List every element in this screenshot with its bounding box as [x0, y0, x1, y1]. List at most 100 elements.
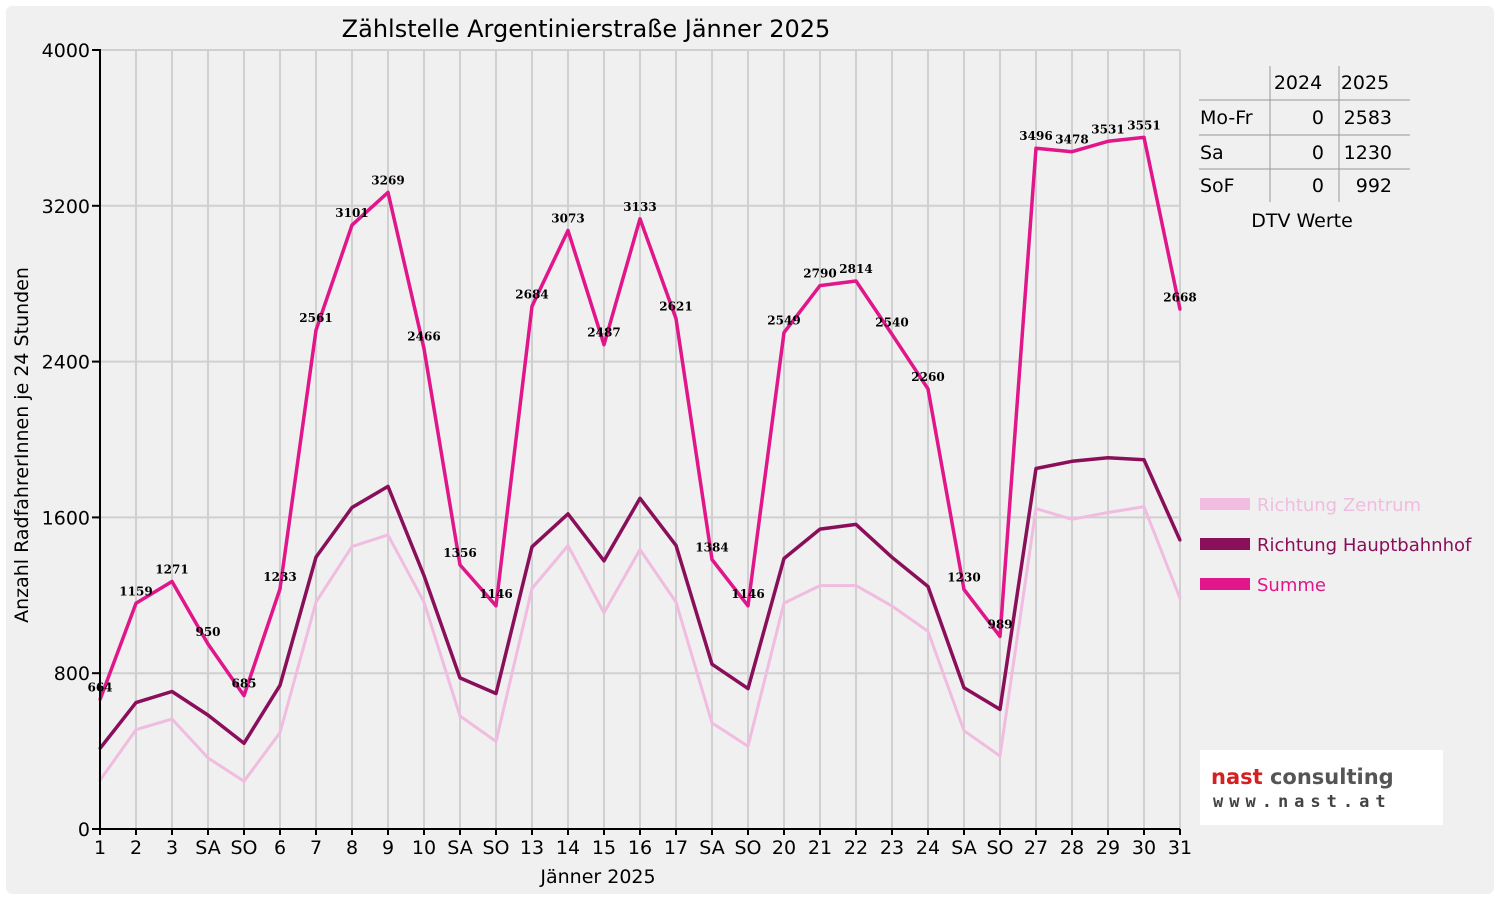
data-point [854, 279, 858, 283]
grid-lines [99, 49, 1181, 830]
data-point [566, 544, 570, 548]
dtv-row-label: SoF [1200, 175, 1235, 197]
data-point [1178, 596, 1182, 600]
data-label: 2814 [839, 262, 872, 276]
x-tick-label: 9 [382, 837, 394, 859]
axes [92, 49, 1181, 835]
data-label: 3551 [1127, 118, 1160, 132]
data-label: 1146 [731, 587, 764, 601]
data-point [602, 343, 606, 347]
data-point [1034, 146, 1038, 150]
data-point [206, 642, 210, 646]
data-point [1034, 467, 1038, 471]
data-point [710, 721, 714, 725]
x-tick-label: SA [447, 837, 472, 859]
data-point [422, 347, 426, 351]
x-tick-label: SO [482, 837, 509, 859]
data-point [278, 683, 282, 687]
x-tick-label: 6 [274, 837, 286, 859]
data-point [242, 741, 246, 745]
x-tick-label: 29 [1096, 837, 1120, 859]
legend-swatch [1200, 578, 1250, 590]
data-label: 2487 [587, 326, 620, 340]
x-tick-label: 17 [664, 837, 688, 859]
line-chart: Zählstelle Argentinierstraße Jänner 2025… [11, 15, 1472, 888]
y-axis-label: Anzahl RadfahrerInnen je 24 Stunden [11, 267, 33, 623]
data-point [134, 701, 138, 705]
x-tick-label: 14 [556, 837, 580, 859]
data-point [278, 731, 282, 735]
data-point [458, 563, 462, 567]
data-label: 2260 [911, 370, 944, 384]
dtv-header-2024: 2024 [1274, 72, 1322, 94]
data-point [602, 611, 606, 615]
data-point [710, 662, 714, 666]
data-point [134, 601, 138, 605]
data-point [962, 729, 966, 733]
data-point [1142, 135, 1146, 139]
x-tick-label: 7 [310, 837, 322, 859]
data-point [746, 744, 750, 748]
dtv-cell: 2583 [1344, 107, 1392, 129]
data-point [782, 601, 786, 605]
data-point [530, 586, 534, 590]
data-point [638, 217, 642, 221]
x-tick-labels: 1 2 3 SA SO 6 7 8 9 10 SA SO 13 14 15 16 17 SA SO 20 21 22 23 2… [94, 837, 1192, 859]
y-tick-label: 1600 [42, 507, 90, 529]
data-point [170, 579, 174, 583]
x-tick-label: 10 [412, 837, 436, 859]
data-point [926, 387, 930, 391]
data-point [1142, 505, 1146, 509]
x-tick-label: 22 [844, 837, 868, 859]
data-point [206, 756, 210, 760]
data-label: 3496 [1019, 129, 1052, 143]
legend: Richtung Zentrum Richtung Hauptbahnhof Sum… [1200, 495, 1472, 596]
data-point [242, 779, 246, 783]
data-point [854, 522, 858, 526]
data-point [890, 604, 894, 608]
data-label: 2466 [407, 330, 440, 344]
data-label: 989 [987, 617, 1012, 631]
data-label: 1146 [479, 587, 512, 601]
data-point [638, 496, 642, 500]
data-point [998, 634, 1002, 638]
data-point [602, 559, 606, 563]
data-point [350, 505, 354, 509]
data-point [1142, 458, 1146, 462]
data-point [998, 754, 1002, 758]
data-label: 685 [231, 677, 256, 691]
data-point [818, 284, 822, 288]
data-point [746, 687, 750, 691]
data-point [782, 556, 786, 560]
data-point [818, 527, 822, 531]
x-tick-label: 31 [1168, 837, 1192, 859]
legend-swatch [1200, 498, 1250, 510]
x-tick-label: 1 [94, 837, 106, 859]
x-tick-label: 3 [166, 837, 178, 859]
dtv-caption: DTV Werte [1251, 210, 1353, 232]
dtv-row-label: Mo-Fr [1200, 107, 1253, 129]
data-point [1106, 139, 1110, 143]
data-point [386, 484, 390, 488]
logo-url: www.nast.at [1213, 792, 1392, 812]
data-point [1178, 538, 1182, 542]
dtv-cell: 0 [1312, 175, 1324, 197]
legend-label: Summe [1257, 575, 1326, 596]
x-tick-label: 23 [880, 837, 904, 859]
y-tick-label: 4000 [42, 40, 90, 62]
x-tick-label: SO [230, 837, 257, 859]
data-label: 1159 [119, 584, 152, 598]
dtv-header-2025: 2025 [1341, 72, 1389, 94]
data-point [1034, 507, 1038, 511]
data-point [1106, 456, 1110, 460]
logo: nast consulting www.nast.at [1200, 750, 1443, 825]
data-label: 1230 [947, 570, 980, 584]
data-label: 950 [195, 625, 220, 639]
y-tick-label: 800 [54, 663, 90, 685]
data-point [314, 555, 318, 559]
y-tick-labels: 0 800 1600 2400 3200 4000 [42, 40, 90, 841]
dtv-row-label: Sa [1200, 142, 1224, 164]
data-point [458, 714, 462, 718]
data-label: 3531 [1091, 122, 1124, 136]
